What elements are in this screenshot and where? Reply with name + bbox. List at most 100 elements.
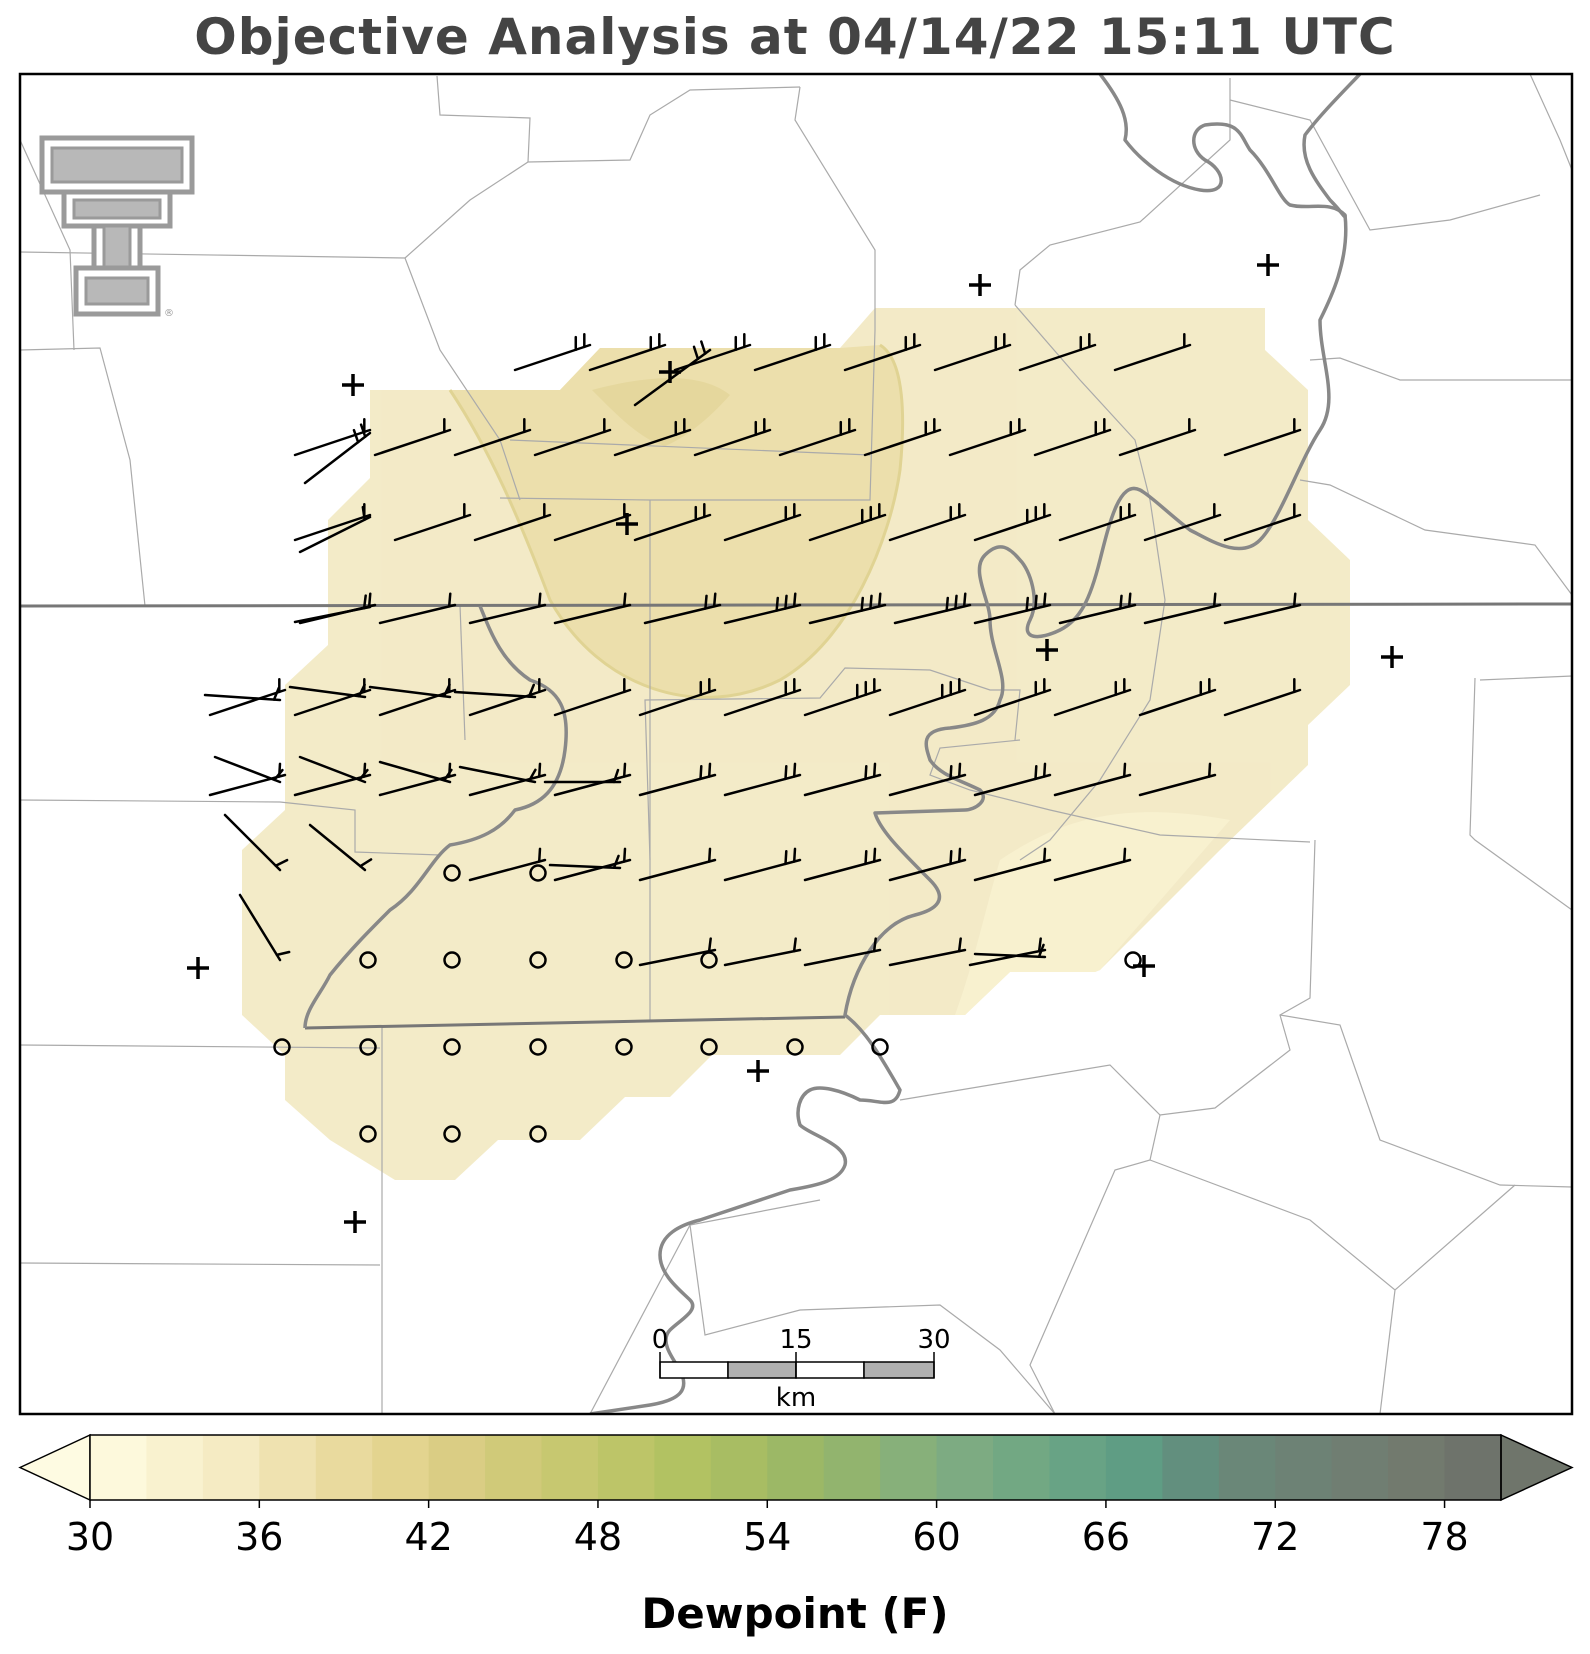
calm-circle-icon	[529, 951, 547, 969]
wind-barb-icon	[203, 686, 282, 702]
dewpoint-fill-max	[592, 378, 730, 446]
wind-barb-icon	[453, 683, 537, 699]
calm-circle-icon	[529, 1125, 547, 1143]
colorbar-tick-label: 60	[912, 1515, 960, 1559]
colorbar-swatch	[710, 1435, 768, 1500]
wind-barb-icon	[238, 893, 291, 962]
wind-barb-icon	[638, 937, 717, 967]
wind-barb-icon	[843, 332, 922, 372]
wind-barb-icon	[468, 592, 547, 625]
station-plus-icon	[342, 374, 364, 396]
wind-barb-icon	[1223, 592, 1302, 625]
wind-barb-icon	[888, 502, 967, 542]
station-plus-icon	[1381, 646, 1403, 668]
colorbar-swatch	[1388, 1435, 1446, 1500]
wind-barb-icon	[553, 847, 632, 882]
wind-barb-icon	[1113, 332, 1192, 372]
calm-circle-icon	[359, 951, 377, 969]
station-plus-icon	[616, 513, 638, 535]
wind-barb-icon	[973, 592, 1052, 625]
map-frame	[18, 72, 1574, 1416]
wind-barb-icon	[973, 847, 1052, 882]
wind-barb-icon	[638, 762, 717, 797]
texas-tech-logo-icon	[39, 135, 195, 317]
wind-barb-icon	[1118, 417, 1197, 457]
colorbar-label: Dewpoint (F)	[641, 1589, 948, 1638]
wind-barb-icon	[803, 677, 882, 717]
scale-label-0: 0	[652, 1325, 669, 1355]
wind-barb-icon	[803, 762, 882, 797]
calm-circle-icon	[615, 951, 633, 969]
wind-barb-icon	[543, 768, 622, 784]
wind-barb-icon	[298, 755, 369, 784]
colorbar-tick-label: 66	[1082, 1515, 1130, 1559]
wind-barb-icon	[933, 332, 1012, 372]
wind-barb-icon	[1053, 847, 1132, 882]
calm-circle-icon	[273, 1038, 291, 1056]
wind-barb-icon	[1138, 677, 1217, 717]
dewpoint-fill-high	[450, 345, 903, 698]
wind-barb-icon	[753, 332, 832, 372]
map-title: Objective Analysis at 04/14/22 15:11 UTC	[194, 8, 1396, 66]
wind-barb-icon	[468, 677, 547, 717]
wind-barb-icon	[1033, 417, 1112, 457]
wind-barb-icon	[468, 847, 547, 882]
colorbar-swatch	[1275, 1435, 1333, 1500]
calm-markers	[273, 864, 1142, 1143]
wind-barb-icon	[378, 592, 457, 625]
colorbar-tick-label: 42	[404, 1515, 452, 1559]
calm-circle-icon	[871, 1038, 889, 1056]
wind-barb-icon	[588, 332, 667, 372]
wind-barb-icon	[613, 417, 692, 457]
colorbar-swatch	[823, 1435, 881, 1500]
wind-barb-icon	[808, 592, 887, 625]
wind-barb-icon	[293, 594, 372, 624]
wind-barb-icon	[1018, 332, 1097, 372]
colorbar-swatch	[259, 1435, 317, 1500]
station-plus-icon	[1036, 639, 1058, 661]
wind-barb-icon	[223, 813, 289, 872]
colorbar-swatch	[1105, 1435, 1163, 1500]
colorbar-over-arrow	[1500, 1433, 1574, 1502]
wind-barb-icon	[513, 332, 592, 372]
wind-barb-icon	[948, 417, 1027, 457]
wind-barb-icon	[723, 502, 802, 542]
wind-barb-icon	[298, 505, 372, 554]
calm-circle-icon	[359, 1125, 377, 1143]
wind-barb-icon	[293, 417, 372, 457]
colorbar-ticks: 30 36 42 48 54 60 66 72 78	[66, 1500, 1469, 1559]
calm-circle-icon	[443, 951, 461, 969]
colorbar-under-arrow	[18, 1433, 91, 1502]
wind-barb-icon	[973, 677, 1052, 717]
wind-barb-icon	[968, 937, 1047, 967]
colorbar-outline	[89, 1434, 1502, 1501]
colorbar-swatch	[90, 1435, 147, 1500]
colorbar-swatch	[372, 1435, 430, 1500]
scale-unit: km	[776, 1383, 816, 1413]
wind-barb-icon	[1143, 592, 1222, 625]
calm-circle-icon	[700, 951, 718, 969]
colorbar-swatch	[1162, 1435, 1220, 1500]
colorbar-tick-label: 78	[1420, 1515, 1468, 1559]
colorbar-swatch	[485, 1435, 543, 1500]
wind-barb-icon	[533, 417, 612, 457]
wind-barb-icon	[693, 417, 772, 457]
wind-barb-icon	[468, 762, 547, 797]
wind-barb-icon	[973, 502, 1052, 542]
wind-barb-icon	[453, 417, 532, 457]
wind-barb-icon	[723, 677, 802, 717]
colorbar-swatch	[315, 1435, 373, 1500]
wind-barb-icon	[553, 677, 632, 717]
wind-barb-icon	[723, 592, 802, 625]
station-plus-icon	[1257, 254, 1279, 276]
wind-barb-icon	[863, 417, 942, 457]
rivers	[303, 74, 1362, 1414]
wind-barb-icon	[368, 683, 452, 699]
logo-registered-icon: ®	[164, 308, 174, 319]
colorbar-swatch	[597, 1435, 655, 1500]
dewpoint-fill-low	[955, 812, 1230, 1015]
wind-barb-icon	[303, 423, 372, 485]
colorbar-swatch	[993, 1435, 1050, 1500]
wind-barb-icon	[1223, 677, 1302, 717]
colorbar-swatch	[541, 1435, 599, 1500]
